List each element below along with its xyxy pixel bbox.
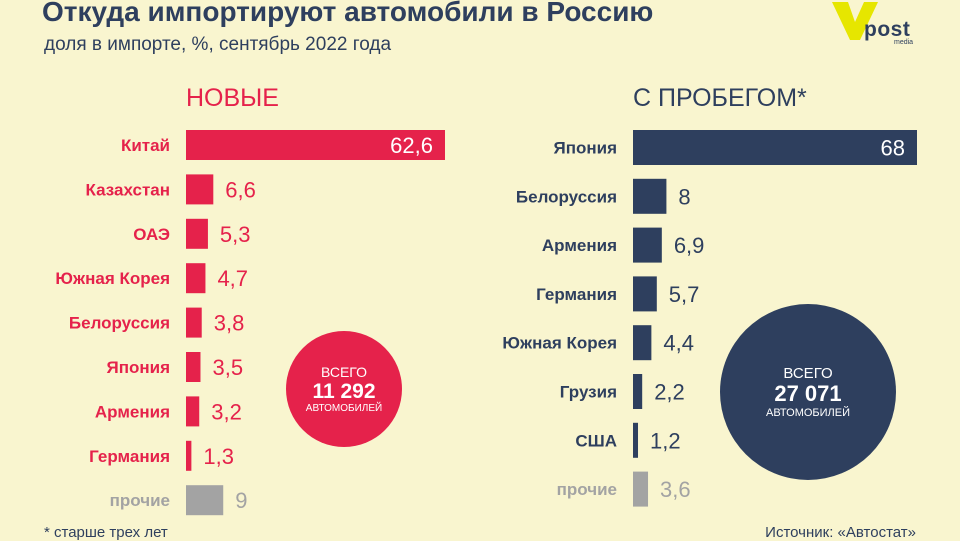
value-label-new: 3,2 <box>211 399 242 424</box>
bar-new <box>186 440 192 471</box>
category-label-used: Белоруссия <box>516 187 617 206</box>
category-label-new: Китай <box>121 136 170 155</box>
bar-used <box>633 374 643 409</box>
value-label-used: 6,9 <box>674 233 705 258</box>
total-unit-new: АВТОМОБИЛЕЙ <box>305 403 383 415</box>
total-label-used: ВСЕГО <box>783 365 833 383</box>
category-label-used: Армения <box>542 236 617 255</box>
category-label-new: Южная Корея <box>55 269 170 288</box>
bar-used <box>633 422 639 458</box>
footnote: * старше трех лет <box>44 524 168 541</box>
value-label-new: 4,7 <box>217 266 248 291</box>
category-label-new: Япония <box>106 358 170 377</box>
logo: post media <box>826 0 918 48</box>
bar-used <box>633 325 652 361</box>
value-label-used: 4,4 <box>663 331 694 356</box>
bar-used <box>633 276 657 312</box>
value-label-new: 9 <box>235 488 247 513</box>
category-label-new: Германия <box>89 447 170 466</box>
bar-used <box>633 130 917 165</box>
bar-used <box>633 227 662 263</box>
source-note: Источник: «Автостат» <box>765 524 916 541</box>
value-label-new: 3,8 <box>214 311 245 336</box>
value-label-new: 3,5 <box>212 355 243 380</box>
bar-used <box>633 471 649 507</box>
total-value-used: 27 071 <box>774 381 842 407</box>
chart-subtitle: доля в импорте, %, сентябрь 2022 года <box>44 34 392 55</box>
value-label-used: 5,7 <box>669 282 700 307</box>
value-label-new: 6,6 <box>225 177 256 202</box>
category-label-used: Грузия <box>560 383 617 402</box>
logo-sub: media <box>894 39 914 46</box>
value-label-used: 3,6 <box>660 477 691 502</box>
value-label-new: 62,6 <box>390 133 433 158</box>
bar-new <box>186 307 202 338</box>
bar-new <box>186 485 224 516</box>
value-label-new: 5,3 <box>220 222 251 247</box>
total-unit-used: АВТОМОБИЛЕЙ <box>765 406 851 419</box>
bar-new <box>186 263 206 294</box>
panel-title-new: НОВЫЕ <box>186 84 279 112</box>
total-badge-new: ВСЕГО 11 292 АВТОМОБИЛЕЙ <box>286 331 402 447</box>
chart-title: Откуда импортируют автомобили в Россию <box>42 0 654 27</box>
bar-new <box>186 130 445 160</box>
category-label-used: Германия <box>536 285 617 304</box>
category-label-new: прочие <box>110 491 170 510</box>
category-label-used: прочие <box>557 480 617 499</box>
bar-new <box>186 218 208 249</box>
category-label-used: Япония <box>553 139 617 158</box>
bar-new <box>186 396 200 427</box>
bar-new <box>186 174 214 205</box>
total-value-new: 11 292 <box>312 379 376 403</box>
category-label-used: США <box>575 431 617 450</box>
panel-title-used: С ПРОБЕГОМ* <box>633 84 807 112</box>
value-label-used: 1,2 <box>650 428 681 453</box>
value-label-new: 1,3 <box>203 444 234 469</box>
value-label-used: 8 <box>678 184 690 209</box>
logo-word: post <box>864 18 911 41</box>
category-label-new: ОАЭ <box>133 225 170 244</box>
logo-v-icon <box>832 2 878 40</box>
total-badge-used: ВСЕГО 27 071 АВТОМОБИЛЕЙ <box>720 304 896 480</box>
total-label-new: ВСЕГО <box>320 363 367 380</box>
value-label-used: 2,2 <box>654 380 685 405</box>
bar-used <box>633 178 667 214</box>
bar-new <box>186 352 201 382</box>
category-label-new: Армения <box>95 402 170 421</box>
category-label-new: Казахстан <box>86 180 170 199</box>
category-label-new: Белоруссия <box>69 314 170 333</box>
category-label-used: Южная Корея <box>502 334 617 353</box>
value-label-used: 68 <box>881 136 905 161</box>
